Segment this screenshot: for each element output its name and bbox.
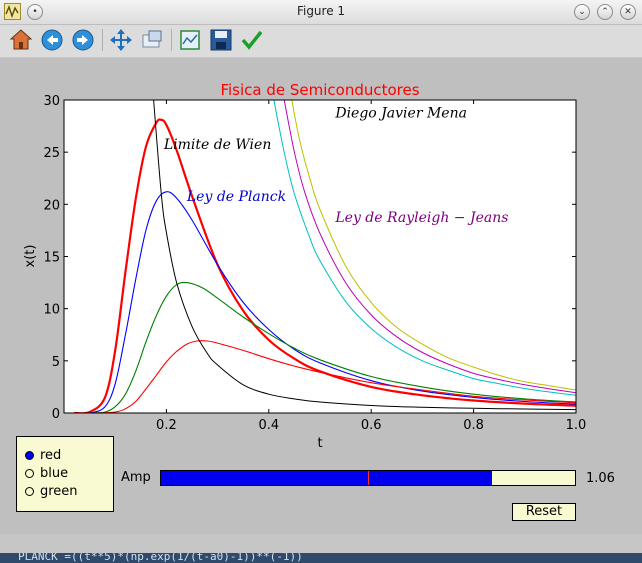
close-button[interactable]: ✕ [620,4,636,20]
app-icon [4,3,21,20]
toolbar-separator [102,29,103,51]
reset-button[interactable]: Reset [512,503,576,521]
chart-annotation-0: Diego Javier Mena [334,106,467,122]
save-icon[interactable] [208,27,234,53]
tick-layer: 0.2 0.4 0.6 0.8 1.0 0 5 10 15 20 25 30 [43,94,586,433]
chart-annotation-2: Ley de Planck [186,189,286,205]
series-line-7 [273,100,576,396]
x-tick-label: 0.8 [463,418,484,433]
home-icon[interactable] [8,27,34,53]
radio-label: red [40,447,62,463]
y-tick-label: 30 [43,94,60,109]
color-radio-group: red blue green [16,436,114,512]
chart-annotation-1: Limite de Wien [163,137,272,153]
amp-slider-fill[interactable] [161,471,493,485]
console-text: PLANCK =((t**5)*(np.exp(1/(t-a0)-1))**(-… [18,553,303,563]
pan-icon[interactable] [108,27,134,53]
x-tick-label: 0.4 [258,418,279,433]
toolbar-separator [171,29,172,51]
edit-check-icon[interactable] [239,27,265,53]
chart-annotation-3: Ley de Rayleigh − Jeans [334,210,508,226]
maximize-button[interactable]: ⌃ [597,4,613,20]
series-line-4 [153,100,576,411]
y-axis-label: x(t) [23,245,38,268]
y-tick-label: 5 [52,355,60,370]
y-tick-label: 0 [52,407,60,422]
amp-slider-initial-marker [368,471,369,485]
series-line-2 [74,281,576,413]
amp-value: 1.06 [586,471,615,486]
back-icon[interactable] [39,27,65,53]
minimize-button[interactable]: ⌄ [574,4,590,20]
background-console: PLANCK =((t**5)*(np.exp(1/(t-a0)-1))**(-… [0,553,642,563]
series-layer [74,100,576,413]
radio-label: blue [40,465,69,481]
y-tick-label: 25 [43,146,60,161]
radio-indicator[interactable] [25,468,34,478]
series-line-3 [74,340,576,413]
x-tick-label: 0.6 [361,418,382,433]
series-line-5 [291,100,576,391]
y-tick-label: 20 [43,198,60,213]
subplots-icon[interactable] [177,27,203,53]
x-axis-label: t [317,436,322,451]
navigation-toolbar [0,25,642,58]
radio-blue[interactable]: blue [25,465,68,481]
amp-slider-label: Amp [121,470,151,485]
series-line-6 [283,100,576,394]
radio-label: green [40,483,78,499]
x-tick-label: 0.2 [156,418,177,433]
window-titlebar: • Figure 1 ⌄ ⌃ ✕ [0,0,642,25]
x-tick-label: 1.0 [566,418,587,433]
forward-icon[interactable] [70,27,96,53]
chart-title: Fisica de Semiconductores [220,81,419,99]
axes-background [64,100,576,413]
amp-slider[interactable] [160,470,576,486]
radio-selected-indicator[interactable] [25,450,34,460]
window-menu-button[interactable]: • [27,4,43,20]
radio-green[interactable]: green [25,483,78,499]
zoom-icon[interactable] [139,27,165,53]
annotation-layer: Diego Javier Mena Limite de Wien Ley de Pl… [163,106,509,226]
y-tick-label: 15 [43,251,60,266]
window-title: Figure 1 [296,4,346,18]
radio-red[interactable]: red [25,447,61,463]
series-line-0 [74,118,576,413]
plot-canvas[interactable]: Diego Javier Mena Limite de Wien Ley de Pl… [0,58,642,534]
y-tick-label: 10 [43,303,60,318]
radio-indicator[interactable] [25,486,34,496]
